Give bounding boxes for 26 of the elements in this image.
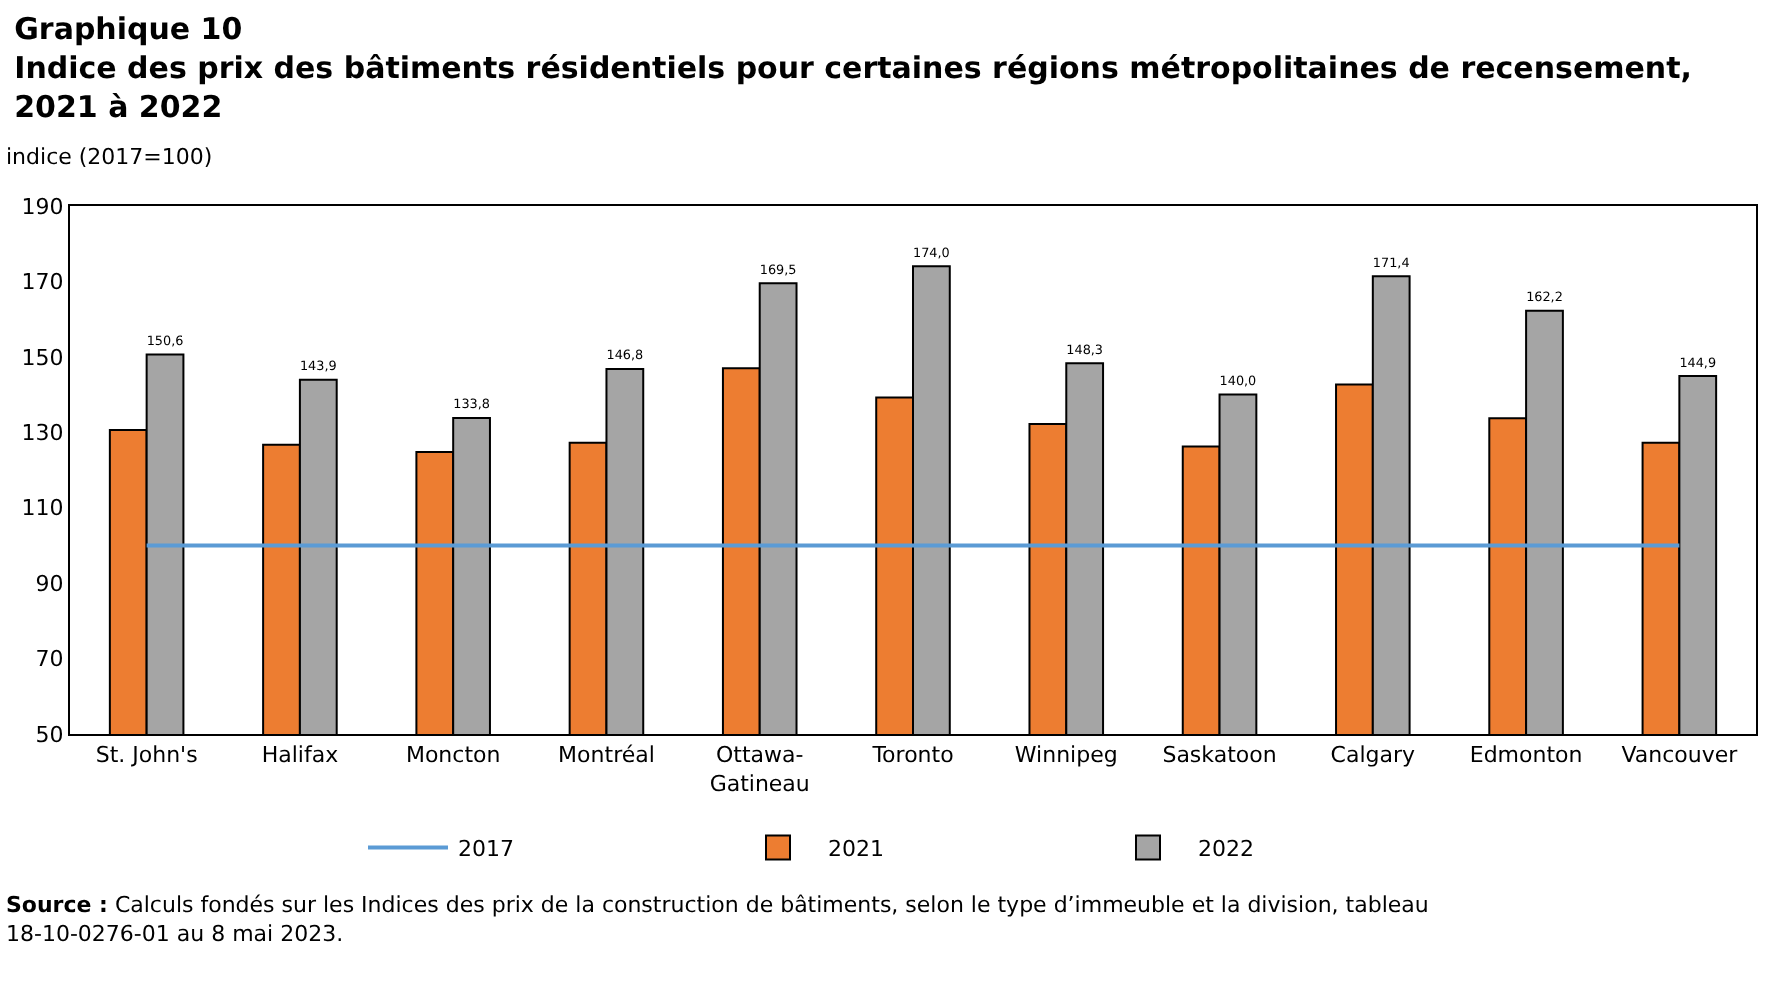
y-tick-label: 170 [21, 269, 64, 296]
y-tick-label: 190 [21, 193, 64, 220]
y-tick-label: 130 [21, 419, 64, 446]
source-note: Source : Calculs fondés sur les Indices des prix de la construction de bâtiments, selon le type d’immeuble et la division, tableau 18-10-0276-01 au 8 mai 2023. [6, 892, 1429, 947]
x-tick-label: Moncton [405, 742, 501, 769]
y-tick-label: 70 [35, 646, 64, 673]
x-tick-label: Halifax [261, 742, 340, 769]
y-tick-label: 50 [35, 721, 64, 748]
legend-label: 2017 [458, 836, 514, 863]
x-tick-label: Montréal [558, 742, 655, 769]
x-tick-label: Vancouver [1621, 742, 1739, 769]
y-axis-title: indice (2017=100) [6, 144, 213, 170]
x-tick-label: Edmonton [1469, 742, 1583, 769]
legend-label: 2022 [1198, 836, 1254, 863]
x-tick-label: Saskatoon [1162, 742, 1277, 769]
y-tick-label: 90 [35, 570, 64, 597]
x-tick-label: Ottawa-Gatineau [709, 742, 810, 797]
chart-title: Graphique 10 [14, 11, 243, 48]
x-tick-label: Toronto [870, 742, 955, 769]
x-tick-label: Calgary [1330, 742, 1417, 769]
y-tick-label: 150 [21, 344, 64, 371]
y-tick-label: 110 [21, 495, 64, 522]
chart-subtitle: Indice des prix des bâtiments résidentiels pour certaines régions métropolitaines de recensement, 2021 à 2022 [14, 50, 1692, 126]
x-tick-label: St. John's [95, 742, 199, 769]
x-tick-label: Winnipeg [1014, 742, 1118, 769]
legend-label: 2021 [828, 836, 884, 863]
